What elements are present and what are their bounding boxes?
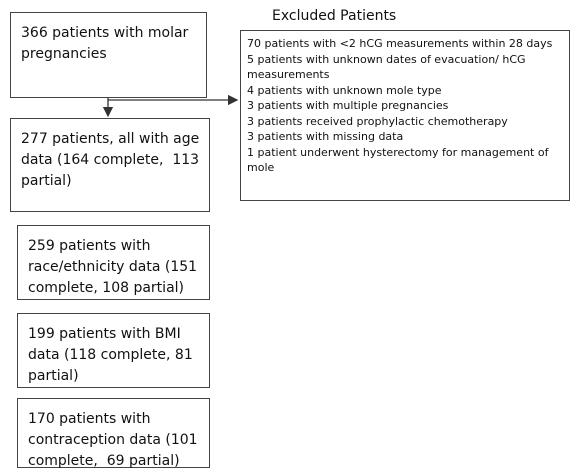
node-line: race/ethnicity data (151 [28, 259, 198, 275]
node-line: partial) [28, 368, 79, 384]
excluded-line: 3 patients with multiple pregnancies [247, 99, 449, 112]
excluded-line: 1 patient underwent hysterectomy for man… [247, 145, 549, 159]
excluded-line: measurements [247, 68, 330, 81]
node-line: 170 patients with [28, 411, 151, 427]
excluded-line: 4 patients with unknown mole type [247, 83, 442, 97]
node-line: complete, 69 partial) [28, 453, 180, 469]
node-box: 199 patients with BMI data (118 complete,… [17, 313, 210, 388]
node-line: 259 patients with [28, 238, 151, 254]
node-box: 366 patients with molar pregnancies [10, 12, 207, 98]
excluded-line: 70 patients with <2 hCG measurements wit… [247, 37, 553, 50]
node-line: complete, 108 partial) [28, 280, 184, 296]
excluded-line: 5 patients with unknown dates of evacuat… [247, 52, 526, 66]
excluded-box: 70 patients with <2 hCG measurements wit… [240, 30, 570, 201]
node-box: 277 patients, all with age data (164 comp… [10, 118, 210, 212]
node-line: partial) [21, 173, 72, 189]
connectors [102, 94, 239, 118]
flowchart: Excluded Patients 70 patients with <2 hC… [10, 8, 570, 469]
excluded-title: Excluded Patients [272, 8, 397, 24]
node-line: pregnancies [21, 46, 107, 62]
node-box: 259 patients with race/ethnicity data (15… [17, 225, 210, 300]
node-line: 199 patients with BMI [28, 326, 181, 342]
node-line: data (118 complete, 81 [28, 347, 193, 363]
excluded-line: 3 patients with missing data [247, 130, 404, 143]
node-box: 170 patients with contraception data (101… [17, 398, 210, 469]
node-line: 366 patients with molar [21, 25, 189, 41]
node-line: data (164 complete, 113 [21, 152, 200, 168]
excluded-line: 3 patients received prophylactic chemoth… [247, 114, 508, 128]
excluded-line: mole [247, 161, 275, 174]
node-line: contraception data (101 [28, 432, 198, 448]
node-line: 277 patients, all with age [21, 131, 200, 147]
